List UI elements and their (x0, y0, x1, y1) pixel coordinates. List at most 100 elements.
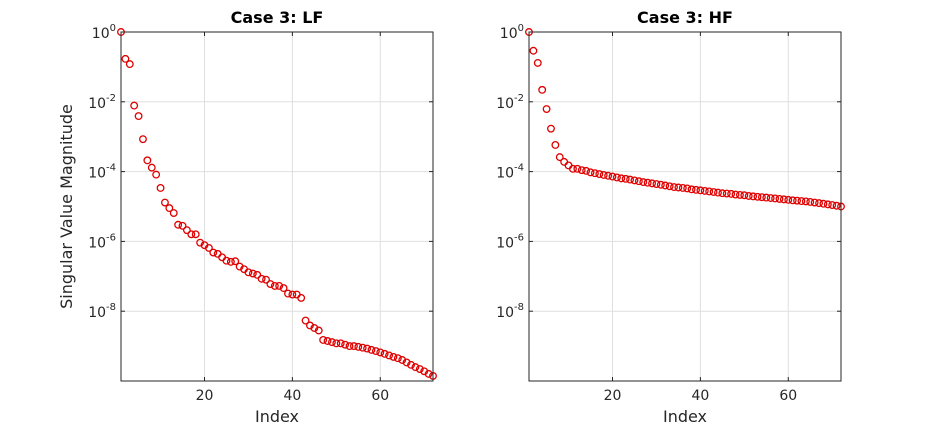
chart-hf-data-point-14 (586, 168, 595, 177)
chart-lf-data-point-58 (371, 347, 380, 356)
chart-hf-data-point-27 (643, 178, 652, 187)
chart-hf-data-point-3 (538, 85, 547, 94)
chart-lf-data-point-5 (139, 135, 147, 144)
chart-hf-data-point-10 (568, 164, 577, 173)
chart-hf-data-point-4 (542, 105, 551, 113)
chart-hf-x-tick-label-0: 20 (604, 388, 622, 404)
chart-lf-data-point-70 (424, 369, 433, 378)
chart-hf-data-point-16 (595, 170, 604, 179)
chart-lf-data-point-14 (178, 221, 187, 230)
chart-hf-title: Case 3: HF (637, 8, 733, 27)
chart-hf-data-point-33 (670, 183, 678, 192)
chart-hf-data-point-41 (705, 187, 714, 196)
chart-lf-data-point-11 (165, 204, 174, 213)
chart-lf-data-point-54 (354, 342, 363, 351)
chart-hf-data-point-37 (687, 185, 696, 194)
chart-lf-data-point-46 (319, 336, 328, 344)
chart-lf-data-point-1 (121, 54, 130, 63)
chart-hf-data-point-40 (700, 186, 709, 195)
chart-lf-data-point-41 (297, 293, 306, 302)
chart-lf-axes-frame (120, 31, 434, 382)
chart-hf-y-tick-label-0: 10-8 (496, 302, 524, 321)
chart-lf-data-point-36 (275, 281, 284, 290)
chart-hf-data-point-65 (810, 198, 819, 207)
chart-lf-data-point-42 (301, 316, 310, 325)
chart-hf-data-point-17 (599, 171, 608, 179)
chart-lf-data-point-3 (130, 101, 139, 110)
chart-lf-data-point-31 (253, 270, 262, 279)
chart-hf-data-point-52 (753, 192, 762, 201)
chart-hf-data-point-6 (551, 141, 560, 149)
chart-lf-y-tick-label-3: 10-2 (88, 93, 116, 112)
chart-lf-data-point-60 (380, 349, 389, 358)
chart-lf-data-point-62 (389, 352, 398, 361)
chart-hf-data-point-46 (727, 189, 736, 198)
chart-hf-data-point-12 (577, 166, 586, 175)
chart-lf-data-point-6 (143, 156, 152, 165)
chart-lf-data-point-8 (152, 170, 161, 179)
chart-lf-data-point-38 (284, 289, 292, 298)
chart-lf-data-point-53 (349, 342, 358, 351)
chart-lf-data-point-10 (160, 198, 169, 207)
chart-lf-x-tick-label-2: 60 (371, 388, 389, 404)
chart-hf-data-point-7 (555, 153, 564, 162)
chart-hf-data-point-19 (608, 172, 617, 181)
chart-hf-data-point-2 (533, 58, 542, 67)
chart-hf-data-point-22 (621, 174, 630, 183)
chart-hf-data-point-13 (582, 166, 591, 175)
chart-hf-data-point-44 (718, 189, 727, 198)
chart-lf-title: Case 3: LF (231, 8, 324, 27)
chart-hf-data-point-69 (828, 201, 837, 210)
chart-lf-data-point-2 (125, 60, 134, 69)
chart-lf-data-point-13 (174, 220, 183, 229)
chart-lf-data-point-20 (204, 243, 213, 252)
chart-lf: Case 3: LF 20 40 60 10-8 10-6 10-4 10-2 100 In… (57, 8, 437, 426)
chart-hf-data-point-53 (757, 193, 766, 202)
chart-hf-data-point-63 (801, 197, 810, 206)
chart-lf-data-point-30 (248, 269, 257, 278)
chart-hf-data-point-56 (771, 194, 780, 203)
chart-lf-data-point-56 (363, 344, 372, 353)
chart-lf-data-point-68 (415, 365, 424, 373)
chart-lf-x-axis-label: Index (255, 407, 299, 426)
chart-hf-data-point-62 (797, 197, 806, 206)
chart-hf-data-point-68 (823, 200, 832, 209)
chart-hf-data-point-45 (722, 189, 731, 198)
chart-hf-data-point-34 (674, 183, 683, 192)
chart-hf-data-point-57 (775, 194, 784, 203)
chart-hf-data-point-29 (652, 180, 661, 188)
chart-hf-data-point-58 (779, 195, 788, 204)
chart-lf-data-point-39 (288, 290, 297, 299)
chart-hf-y-tick-label-4: 100 (500, 23, 524, 42)
chart-hf-data-point-1 (529, 46, 538, 55)
chart-hf: Case 3: HF 20 40 60 10-8 10-6 10-4 10-2 100 In… (496, 8, 845, 426)
chart-hf-data-point-24 (630, 176, 639, 185)
chart-hf-data-point-32 (665, 182, 674, 191)
chart-lf-data-point-33 (262, 275, 270, 284)
chart-lf-data-point-51 (341, 340, 350, 349)
chart-hf-data-point-26 (639, 178, 648, 187)
chart-hf-data-point-61 (793, 196, 802, 205)
chart-lf-data-point-24 (222, 256, 231, 265)
chart-hf-x-tick-label-1: 40 (691, 388, 709, 404)
chart-lf-data-point-44 (310, 324, 319, 332)
chart-lf-data-point-64 (398, 356, 407, 364)
chart-lf-data-point-26 (231, 257, 240, 266)
chart-lf-data-point-45 (314, 326, 323, 335)
chart-lf-data-point-63 (393, 354, 402, 363)
chart-hf-data-point-50 (744, 192, 753, 200)
chart-hf-x-ticks: 20 40 60 (604, 32, 797, 404)
chart-lf-data-point-47 (323, 337, 332, 345)
chart-lf-x-ticks: 20 40 60 (196, 32, 389, 404)
chart-hf-axes-frame (528, 31, 842, 382)
chart-hf-data-point-54 (762, 193, 771, 202)
chart-hf-data-point-47 (731, 190, 740, 199)
chart-lf-y-tick-label-0: 10-8 (88, 302, 116, 321)
chart-hf-data-point-51 (749, 192, 758, 201)
chart-hf-y-ticks: 10-8 10-6 10-4 10-2 100 (496, 23, 841, 321)
chart-hf-markers (525, 28, 845, 211)
chart-hf-data-point-18 (604, 171, 613, 180)
chart-hf-data-point-38 (692, 185, 700, 194)
chart-hf-data-point-5 (547, 124, 555, 133)
chart-lf-data-point-52 (345, 342, 354, 351)
